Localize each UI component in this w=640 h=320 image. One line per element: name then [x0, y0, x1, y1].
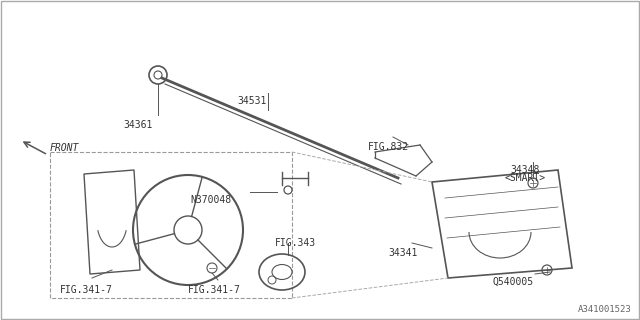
Text: 34531: 34531: [237, 96, 267, 106]
Text: FRONT: FRONT: [50, 143, 79, 153]
Text: FIG.832: FIG.832: [368, 142, 409, 152]
Text: 34361: 34361: [124, 120, 153, 130]
Text: <SMART>: <SMART>: [505, 173, 546, 183]
Text: FIG.341-7: FIG.341-7: [60, 285, 113, 295]
Text: A341001523: A341001523: [579, 305, 632, 314]
Text: N370048: N370048: [190, 195, 231, 205]
Text: FIG.341-7: FIG.341-7: [188, 285, 241, 295]
Text: Q540005: Q540005: [492, 277, 533, 287]
Text: 34348: 34348: [510, 165, 540, 175]
Text: 34341: 34341: [388, 248, 417, 258]
Text: FIG.343: FIG.343: [275, 238, 316, 248]
